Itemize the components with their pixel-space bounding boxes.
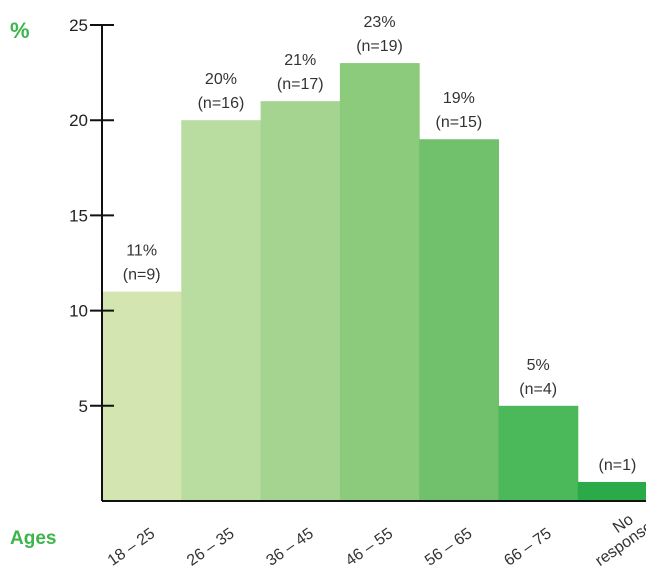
bar-6 [498, 405, 579, 501]
y-ticks: 5 10 15 20 25 [69, 16, 114, 416]
x-category-label: 26 – 35 [184, 525, 238, 570]
axes [101, 25, 646, 502]
y-tick-label: 5 [79, 397, 88, 416]
y-tick-label: 25 [69, 16, 88, 35]
x-category-label: 66 – 75 [501, 525, 555, 570]
x-category-label: 56 – 65 [422, 525, 476, 570]
x-category-label: 18 – 25 [105, 525, 159, 570]
bar-data-label: (n=9) [123, 267, 161, 284]
x-category-label: Noresponse [583, 504, 646, 570]
bar-data-label: 5% [527, 357, 550, 374]
y-tick-label: 10 [69, 302, 88, 321]
y-tick-label: 20 [69, 111, 88, 130]
bar-data-label: (n=4) [519, 381, 557, 398]
bar-data-label: (n=19) [356, 38, 403, 55]
bar-data-label: (n=1) [599, 457, 637, 474]
bar-4 [339, 63, 420, 502]
bar-data-label: (n=16) [198, 95, 245, 112]
y-tick-label: 15 [69, 206, 88, 225]
bar-data-label: 11% [126, 243, 157, 260]
bar-data-label: (n=17) [277, 76, 324, 93]
bar-data-label: 23% [364, 14, 396, 31]
bar-1 [102, 291, 182, 501]
x-axis-title: Ages [10, 528, 56, 549]
y-axis-unit-label: % [10, 18, 30, 43]
bar-data-label: (n=15) [435, 114, 482, 131]
bar-data-label: 21% [284, 52, 316, 69]
x-category-label: 36 – 45 [263, 525, 317, 570]
bars [102, 63, 646, 502]
bar-2 [181, 120, 262, 501]
bar-labels: 11% (n=9) 20% (n=16) 21% (n=17) 23% (n=19) 19% (n… [123, 14, 637, 474]
bar-5 [419, 139, 499, 502]
bar-data-label: 19% [443, 90, 475, 107]
bar-3 [260, 101, 341, 501]
bar-data-label: 20% [205, 71, 237, 88]
bar-7 [577, 481, 646, 501]
x-category-label: 46 – 55 [343, 525, 397, 570]
x-category-labels: 18 – 25 26 – 35 36 – 45 46 – 55 56 – 65 66 – … [105, 504, 646, 570]
